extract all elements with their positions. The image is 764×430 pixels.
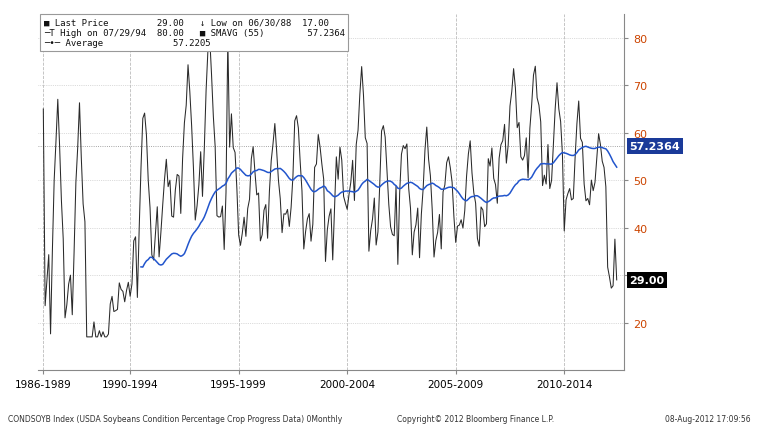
Text: Copyright© 2012 Bloomberg Finance L.P.: Copyright© 2012 Bloomberg Finance L.P. <box>397 415 555 424</box>
Text: 29.00: 29.00 <box>630 275 665 285</box>
Text: 08-Aug-2012 17:09:56: 08-Aug-2012 17:09:56 <box>665 415 750 424</box>
Text: CONDSOYB Index (USDA Soybeans Condition Percentage Crop Progress Data) 0Monthly: CONDSOYB Index (USDA Soybeans Condition … <box>8 415 342 424</box>
Text: ■ Last Price         29.00   ↓ Low on 06/30/88  17.00
─T High on 07/29/94  80.00: ■ Last Price 29.00 ↓ Low on 06/30/88 17.… <box>44 18 345 48</box>
Text: 57.2364: 57.2364 <box>630 141 680 151</box>
